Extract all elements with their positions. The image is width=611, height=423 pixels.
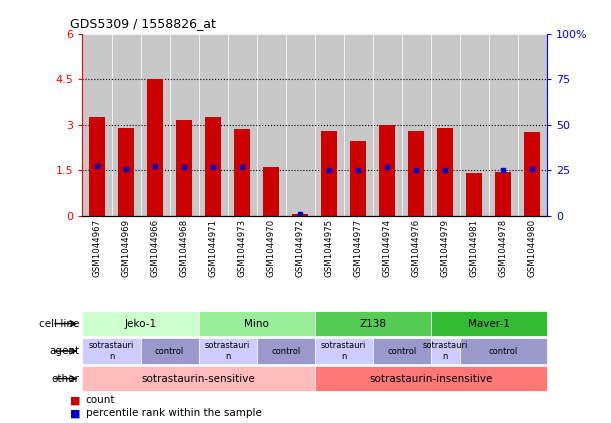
Text: sotrastauri
n: sotrastauri n [423,341,468,361]
Bar [286,34,315,216]
Bar [89,117,105,216]
Text: sotrastaurin-insensitive: sotrastaurin-insensitive [369,374,492,384]
Text: sotrastauri
n: sotrastauri n [205,341,251,361]
Bar [170,34,199,216]
Bar [321,131,337,216]
Text: sotrastaurin-sensitive: sotrastaurin-sensitive [142,374,255,384]
Text: Z138: Z138 [359,319,386,329]
Bar [176,120,192,216]
Bar [112,34,141,216]
Text: other: other [51,374,79,384]
Text: Mino: Mino [244,319,269,329]
Bar [292,214,308,216]
Bar [373,34,402,216]
Bar [118,128,134,216]
Bar [518,34,547,216]
Bar [379,125,395,216]
Text: cell line: cell line [39,319,79,329]
Bar [147,80,163,216]
Bar [402,34,431,216]
Bar [431,34,459,216]
Text: control: control [387,346,416,356]
Bar [489,34,518,216]
Text: Jeko-1: Jeko-1 [125,319,156,329]
Bar [350,141,366,216]
Text: percentile rank within the sample: percentile rank within the sample [86,409,262,418]
Bar [408,131,424,216]
Text: Maver-1: Maver-1 [468,319,510,329]
Text: GDS5309 / 1558826_at: GDS5309 / 1558826_at [70,16,216,30]
Bar [466,173,482,216]
Bar [141,34,170,216]
Bar [496,172,511,216]
Bar [524,132,540,216]
Bar [460,34,489,216]
Bar [437,128,453,216]
Bar [315,34,343,216]
Text: control: control [155,346,184,356]
Text: control: control [271,346,300,356]
Bar [257,34,285,216]
Text: sotrastauri
n: sotrastauri n [89,341,134,361]
Bar [234,129,250,216]
Text: ■: ■ [70,409,81,418]
Bar [343,34,373,216]
Bar [199,34,227,216]
Bar [82,34,111,216]
Bar [205,117,221,216]
Text: ■: ■ [70,395,81,405]
Bar [227,34,257,216]
Bar [263,167,279,216]
Text: count: count [86,395,115,405]
Text: agent: agent [49,346,79,356]
Text: control: control [489,346,518,356]
Text: sotrastauri
n: sotrastauri n [321,341,367,361]
